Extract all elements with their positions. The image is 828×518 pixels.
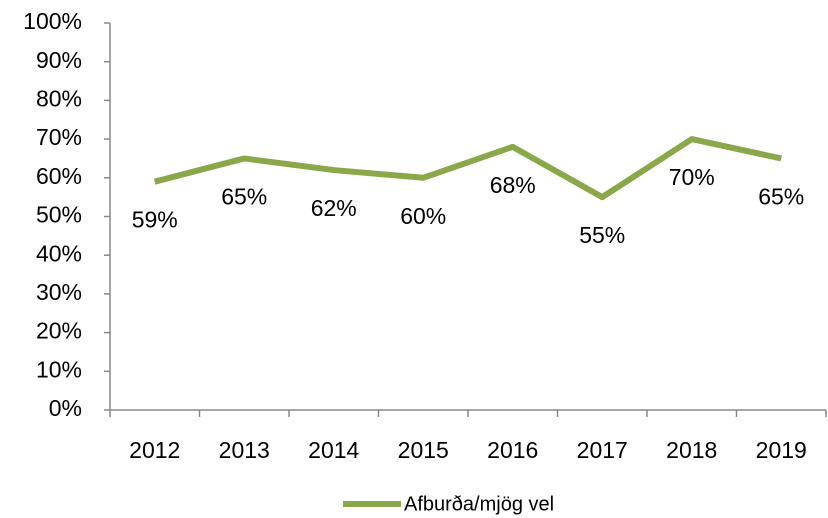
y-tick-label: 90% — [36, 47, 82, 73]
data-label: 59% — [132, 207, 178, 233]
data-label: 55% — [579, 222, 625, 248]
x-tick-label: 2013 — [219, 437, 270, 463]
data-label: 65% — [758, 184, 804, 210]
x-tick-label: 2012 — [129, 437, 180, 463]
x-tick-label: 2017 — [577, 437, 628, 463]
data-label: 65% — [221, 184, 267, 210]
x-tick-label: 2019 — [756, 437, 807, 463]
legend-label: Afburða/mjög vel — [404, 493, 554, 515]
y-tick-label: 40% — [36, 240, 82, 266]
line-series — [153, 136, 782, 201]
x-tick-label: 2015 — [398, 437, 449, 463]
data-label: 60% — [400, 203, 446, 229]
data-label: 68% — [490, 172, 536, 198]
x-tick-label: 2018 — [666, 437, 717, 463]
y-tick-label: 100% — [23, 8, 82, 34]
y-tick-label: 80% — [36, 85, 82, 111]
data-label: 62% — [311, 195, 357, 221]
y-tick-label: 0% — [49, 395, 82, 421]
y-tick-label: 60% — [36, 163, 82, 189]
data-label: 70% — [669, 164, 715, 190]
y-tick-label: 30% — [36, 279, 82, 305]
y-tick-label: 20% — [36, 318, 82, 344]
y-tick-label: 50% — [36, 202, 82, 228]
y-tick-label: 10% — [36, 356, 82, 382]
x-tick-label: 2016 — [487, 437, 538, 463]
y-tick-label: 70% — [36, 124, 82, 150]
x-tick-label: 2014 — [308, 437, 359, 463]
